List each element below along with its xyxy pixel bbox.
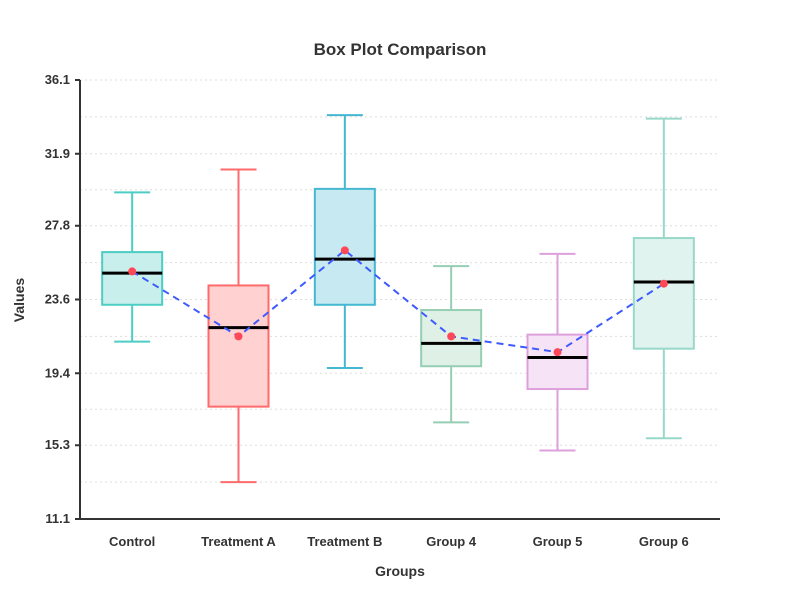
iqr-box (207, 284, 270, 408)
box-control (101, 191, 164, 343)
mean-marker (340, 246, 349, 255)
mean-marker (447, 332, 456, 341)
box-treatment-b (313, 114, 376, 369)
y-tick-label: 27.8 (45, 218, 70, 233)
y-tick-label: 11.1 (45, 511, 70, 526)
mean-marker (553, 348, 562, 357)
x-tick-label: Control (109, 534, 155, 549)
mean-trend-line (131, 249, 665, 354)
mean-marker (659, 279, 668, 288)
x-ticks: Control Treatment A Treatment B Group 4 Grou… (109, 534, 689, 549)
box-treatment-a (207, 168, 270, 484)
mean-marker (234, 332, 243, 341)
x-tick-label: Group 5 (533, 534, 583, 549)
box-group-4 (420, 265, 483, 424)
iqr-box (101, 251, 164, 306)
iqr-box (632, 237, 695, 350)
y-tick-label: 19.4 (45, 365, 71, 380)
box-group-5 (526, 252, 589, 452)
y-ticks: 11.1 15.3 19.4 23.6 27.8 31.9 36.1 (45, 72, 80, 526)
iqr-box (526, 333, 589, 391)
x-tick-label: Group 4 (426, 534, 477, 549)
mean-markers (128, 246, 668, 357)
y-axis-label: Values (11, 278, 27, 323)
x-tick-label: Treatment A (201, 534, 276, 549)
boxes (101, 114, 695, 484)
x-axis-label: Groups (375, 563, 425, 579)
y-tick-label: 36.1 (45, 72, 70, 87)
x-tick-label: Treatment B (307, 534, 382, 549)
box-group-6 (632, 117, 695, 440)
chart-title: Box Plot Comparison (314, 40, 487, 59)
grid-lines (80, 79, 718, 483)
y-tick-label: 31.9 (45, 146, 70, 161)
x-tick-label: Group 6 (639, 534, 689, 549)
y-tick-label: 23.6 (45, 292, 70, 307)
y-tick-label: 15.3 (45, 437, 70, 452)
mean-marker (128, 267, 137, 276)
